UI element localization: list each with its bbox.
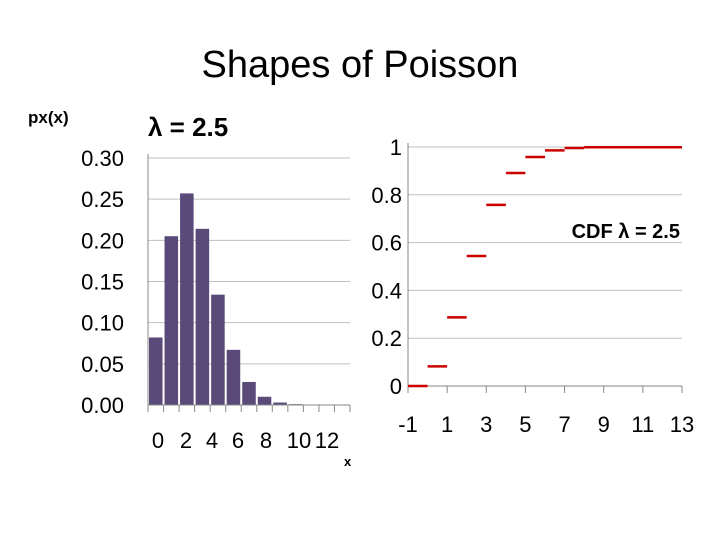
pmf-bar bbox=[149, 337, 163, 405]
cdf-x-tick-label: 1 bbox=[441, 412, 453, 437]
cdf-x-tick-label: 11 bbox=[631, 412, 654, 437]
pmf-x-tick-label: 4 bbox=[206, 428, 218, 453]
pmf-x-tick-label: 10 bbox=[287, 428, 311, 453]
pmf-bar bbox=[273, 402, 287, 405]
pmf-x-tick-label: 0 bbox=[152, 428, 164, 453]
pmf-bar bbox=[195, 228, 210, 405]
pmf-y-tick-label: 0.30 bbox=[81, 146, 124, 171]
pmf-y-tick-label: 0.00 bbox=[81, 393, 124, 418]
slide-title: Shapes of Poisson bbox=[201, 44, 519, 86]
pmf-y-axis-label: px(x) bbox=[28, 108, 69, 127]
cdf-x-tick-label: 9 bbox=[598, 412, 610, 437]
pmf-x-tick-label: 6 bbox=[232, 428, 244, 453]
cdf-y-tick-label: 0.6 bbox=[371, 231, 402, 256]
pmf-bar-chart: 0.00 0.05 0.10 0.15 0.20 0.25 0.30 0 2 4 6 8 10 12 bbox=[81, 146, 351, 453]
pmf-bar bbox=[164, 236, 179, 405]
cdf-y-tick-label: 0.4 bbox=[371, 278, 402, 303]
pmf-bar bbox=[211, 294, 225, 405]
pmf-y-tick-label: 0.20 bbox=[81, 228, 124, 253]
pmf-y-tick-label: 0.05 bbox=[81, 352, 124, 377]
cdf-y-tick-label: 0 bbox=[390, 374, 402, 399]
cdf-x-tick-label: -1 bbox=[398, 412, 418, 437]
pmf-y-tick-label: 0.25 bbox=[81, 187, 124, 212]
pmf-bar bbox=[226, 349, 241, 405]
pmf-x-tick-label: 8 bbox=[260, 428, 272, 453]
x-axis-caption: x bbox=[344, 454, 352, 469]
pmf-bar bbox=[180, 193, 194, 405]
cdf-x-tick-label: 5 bbox=[519, 412, 531, 437]
pmf-y-tick-label: 0.15 bbox=[81, 270, 124, 295]
cdf-x-tick-label: 13 bbox=[670, 412, 694, 437]
pmf-x-tick-label: 2 bbox=[180, 428, 192, 453]
pmf-x-tick-label: 12 bbox=[315, 428, 339, 453]
pmf-bar bbox=[242, 381, 256, 405]
pmf-chart-heading: λ = 2.5 bbox=[148, 112, 229, 142]
cdf-series-label: CDF λ = 2.5 bbox=[572, 221, 680, 243]
cdf-x-tick-label: 3 bbox=[480, 412, 492, 437]
cdf-x-tick-label: 7 bbox=[558, 412, 570, 437]
cdf-y-tick-label: 0.2 bbox=[371, 326, 402, 351]
pmf-y-tick-label: 0.10 bbox=[81, 311, 124, 336]
pmf-bar bbox=[257, 396, 272, 405]
cdf-y-tick-label: 0.8 bbox=[371, 183, 402, 208]
cdf-y-tick-label: 1 bbox=[390, 135, 402, 160]
